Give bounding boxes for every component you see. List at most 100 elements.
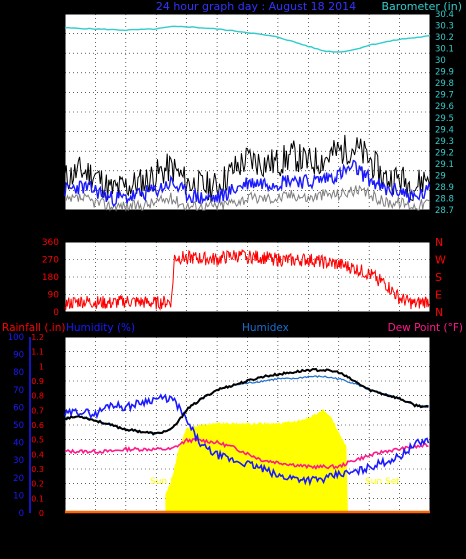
temperature-line — [64, 367, 429, 436]
windspeed-tick-label: 50 — [48, 10, 60, 20]
humidity-tick-label: 40 — [13, 439, 24, 449]
barometer-tick-label: 30.2 — [435, 33, 454, 43]
rainfall-tick-label: 0.1 — [31, 494, 44, 503]
wind-avg-line — [64, 159, 431, 208]
barometer-tick-label: 30.3 — [435, 22, 454, 32]
time-tick-label: 4 AM — [115, 518, 136, 528]
windspeed-tick-label: 35 — [48, 69, 59, 79]
wind-time-axis-ticks: 2 AM 4 AM 6 AM 8 AM 10 AM 12 PM 2 PM 4 PM 6 PM 8 … — [85, 215, 441, 225]
temperature-tick-label: 100 — [436, 333, 453, 343]
temperature-tick-label: 30 — [436, 487, 448, 497]
windspeed-tick-label: 20 — [48, 128, 60, 138]
barometer-tick-label: 30.4 — [435, 10, 454, 20]
time-tick-label: 4 AM — [115, 215, 136, 225]
windspeed-tick-label: 15 — [48, 147, 59, 157]
barometer-tick-label: 29.6 — [435, 102, 454, 112]
time-tick-label: 2 AM — [85, 518, 106, 528]
compass-label: S — [435, 271, 442, 284]
humidity-tick-label: 0 — [19, 509, 24, 519]
temperature-axis-label: Temperature (°F) — [312, 322, 402, 334]
dewpoint-line — [64, 437, 429, 470]
humidity-tick-label: 10 — [13, 491, 24, 501]
time-tick-label: 6 AM — [146, 215, 167, 225]
time-tick-label: 6 PM — [328, 518, 349, 528]
barometer-tick-label: 29.2 — [435, 148, 454, 158]
direction-tick-label: 360 — [42, 238, 59, 248]
temperature-tick-label: 90 — [436, 355, 448, 365]
humidity-tick-label: 60 — [13, 403, 24, 413]
solar-area — [165, 409, 348, 513]
rainfall-tick-label: 0.3 — [31, 465, 44, 474]
compass-label: N — [435, 306, 443, 319]
rainfall-tick-label: 0.2 — [31, 480, 44, 489]
temperature-tick-label: 50 — [436, 443, 448, 453]
time-tick-label: 10 PM — [387, 518, 413, 528]
humidity-tick-label: 20 — [13, 474, 24, 484]
rainfall-axis-ticks: 0 0.1 0.2 0.3 0.4 0.5 0.6 0.7 0.8 0.9 1 1.1 1.2 — [31, 333, 44, 518]
barometer-line — [64, 25, 431, 53]
wind-grid — [65, 14, 430, 210]
time-tick-label: 2 PM — [268, 518, 289, 528]
time-tick-label: 10 AM — [204, 518, 231, 528]
rainfall-tick-label: 1.2 — [31, 333, 44, 342]
sun-rise-label: Sun Rise — [150, 477, 189, 487]
barometer-axis-label: Barometer (in) — [382, 0, 463, 13]
barometer-tick-label: 29.9 — [435, 68, 454, 78]
windspeed-tick-label: 25 — [48, 108, 59, 118]
direction-tick-label: 180 — [42, 273, 59, 283]
barometer-tick-label: 29.7 — [435, 91, 454, 101]
humidity-tick-label: 80 — [13, 368, 24, 378]
windspeed-axis-label: Windspeed (mph) — [4, 0, 102, 13]
time-tick-label: 12 PM — [235, 518, 261, 528]
rainfall-tick-label: 0 — [39, 509, 44, 518]
direction-series — [64, 248, 430, 311]
wind-min-line — [64, 184, 431, 212]
rainfall-tick-label: 0.6 — [31, 421, 44, 430]
direction-tick-label: 90 — [48, 291, 60, 301]
windspeed-tick-label: 10 — [48, 167, 60, 177]
windspeed-tick-label: 5 — [53, 186, 59, 196]
rainfall-tick-label: 0.4 — [31, 450, 44, 459]
time-tick-label: 8 PM — [359, 518, 380, 528]
time-tick-label: 6 PM — [328, 215, 349, 225]
humidity-axis-label: Humidity (%) — [66, 322, 135, 334]
time-tick-label: 12 PM — [235, 215, 261, 225]
compass-label: E — [435, 289, 442, 302]
windspeed-tick-label: 0 — [53, 206, 59, 216]
wind-direction-line — [64, 248, 430, 311]
temperature-tick-label: 40 — [436, 465, 448, 475]
temperature-time-axis-ticks: 2 AM 4 AM 6 AM 8 AM 10 AM 12 PM 2 PM 4 PM 6 PM 8 … — [85, 518, 441, 528]
barometer-tick-label: 28.7 — [435, 206, 454, 216]
time-tick-label: 10 PM — [387, 215, 413, 225]
dewpoint-axis-label: Dew Point (°F) — [388, 322, 463, 334]
temperature-tick-label: 70 — [436, 399, 448, 409]
temperature-series — [64, 367, 430, 514]
time-tick-label: 8 AM — [176, 518, 197, 528]
rainfall-tick-label: 0.5 — [31, 436, 44, 445]
barometer-tick-label: 29.3 — [435, 137, 454, 147]
time-tick-label: 2 AM — [85, 215, 106, 225]
barometer-tick-label: 28.8 — [435, 194, 454, 204]
wind-gust-line — [64, 134, 431, 202]
time-tick-label: 10 AM — [204, 215, 231, 225]
temperature-tick-label: 20 — [436, 509, 448, 519]
temperature-tick-label: 80 — [436, 377, 448, 387]
time-tick-label: 0 AM — [419, 215, 440, 225]
rainfall-tick-label: 0.7 — [31, 406, 44, 415]
compass-label: N — [435, 236, 443, 249]
barometer-axis-ticks: 28.728.828.92929.129.229.329.429.529.629… — [435, 10, 454, 216]
chart-title: 24 hour graph day : August 18 2014 — [156, 0, 356, 13]
barometer-tick-label: 29.5 — [435, 114, 454, 124]
humidity-tick-label: 30 — [13, 456, 24, 466]
time-tick-label: 8 AM — [176, 215, 197, 225]
humidity-line — [64, 393, 430, 487]
barometer-tick-label: 30 — [435, 56, 446, 66]
wind-series — [64, 25, 431, 212]
barometer-tick-label: 28.9 — [435, 183, 454, 193]
direction-tick-label: 270 — [42, 256, 59, 266]
time-tick-label: 8 PM — [359, 215, 380, 225]
windspeed-tick-label: 45 — [48, 30, 59, 40]
barometer-tick-label: 29.1 — [435, 160, 454, 170]
